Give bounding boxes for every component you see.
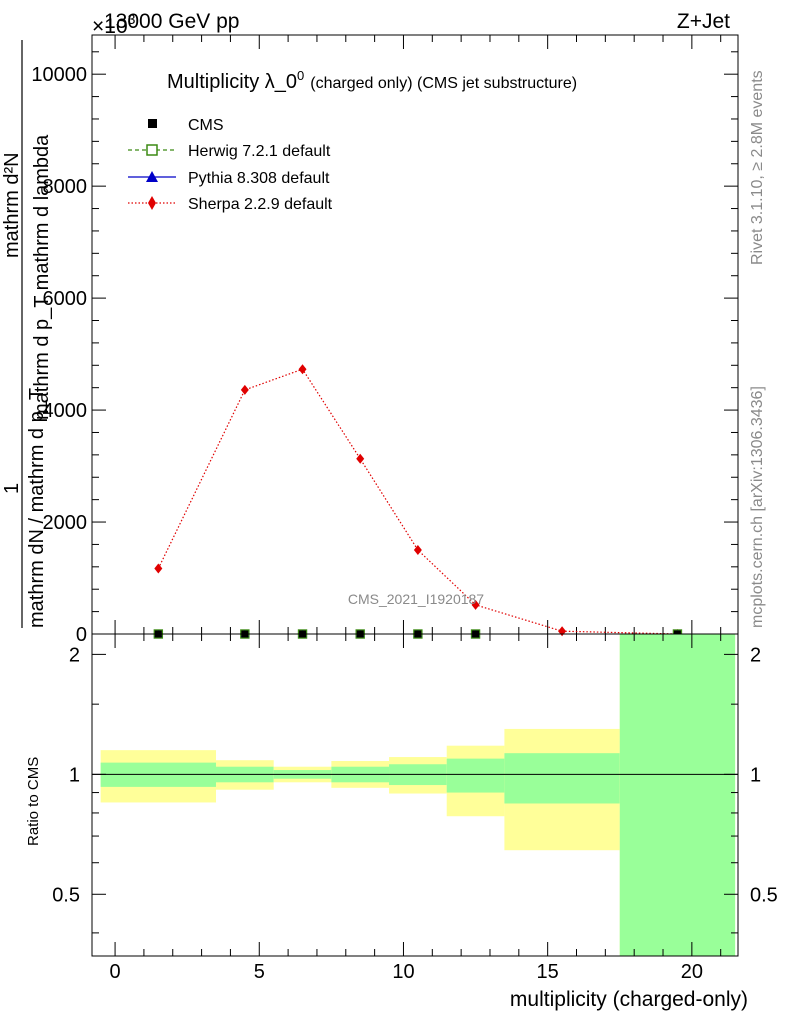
- legend-herwig-marker: [146, 144, 158, 156]
- sherpa-point: [154, 563, 163, 574]
- energy-label: 13000 GeV pp: [104, 10, 239, 33]
- x-tick-label: 20: [681, 961, 703, 983]
- chart-title-sup: 0: [297, 68, 304, 83]
- legend-entry-herwig: Herwig 7.2.1 default: [128, 143, 331, 160]
- sherpa-point: [558, 626, 567, 637]
- legend-pythia-label: Pythia 8.308 default: [188, 170, 330, 187]
- main-y-tick-label: 4000: [43, 400, 88, 422]
- x-axis-label: multiplicity (charged-only): [510, 988, 748, 1011]
- legend-herwig-label: Herwig 7.2.1 default: [188, 143, 331, 160]
- x-tick-label: 5: [254, 961, 265, 983]
- legend-entry-pythia: Pythia 8.308 default: [128, 170, 330, 187]
- ratio-y-tick-label-right: 2: [750, 644, 761, 666]
- sherpa-point: [413, 545, 422, 556]
- ratio-ticks: 0.5 0.51 12 20 5 10 15 20: [52, 634, 778, 983]
- y-label-frac-num: 1: [1, 483, 23, 494]
- chart-title-rest: (charged only) (CMS jet substructure): [310, 75, 577, 92]
- main-y-tick-label: 2000: [43, 512, 88, 534]
- ratio-inner-band: [504, 753, 620, 804]
- exponent-label: ×103: [92, 11, 136, 38]
- y-label-line2: mathrm d p_T mathrm d lambda: [31, 134, 53, 420]
- main-y-tick-label: 6000: [43, 288, 88, 310]
- ratio-bands: [100, 634, 736, 956]
- mcplots-label: mcplots.cern.ch [arXiv:1306.3436]: [749, 386, 766, 628]
- legend-pythia-marker: [146, 171, 158, 182]
- legend-cms-label: CMS: [188, 117, 224, 134]
- legend-entry-sherpa: Sherpa 2.2.9 default: [128, 196, 333, 213]
- y-label-frac-den: mathrm dN / mathrm d p_T: [26, 388, 48, 628]
- watermark: CMS_2021_I1920187: [348, 591, 484, 607]
- main-panel: 0 2000 4000 6000 8000 10000 CMS_2021_I1920187…: [31, 34, 739, 646]
- main-y-tick-label: 0: [76, 624, 87, 646]
- ratio-inner-band: [446, 758, 505, 793]
- main-y-tick-label: 8000: [43, 176, 88, 198]
- rivet-label: Rivet 3.1.10, ≥ 2.8M events: [749, 70, 766, 265]
- legend: CMS Herwig 7.2.1 default Pythia 8.308 de…: [128, 117, 333, 213]
- sherpa-point: [240, 384, 249, 395]
- ratio-y-tick-label: 1: [69, 764, 80, 786]
- sherpa-point: [298, 364, 307, 375]
- y-label-line1: mathrm d²N: [1, 152, 23, 258]
- main-y-axis-label: mathrm d²N mathrm d p_T mathrm d lambda …: [1, 40, 53, 628]
- ratio-y-tick-label: 0.5: [52, 884, 80, 906]
- ratio-y-label: Ratio to CMS: [25, 757, 42, 846]
- chart-title-main: Multiplicity λ_0: [167, 71, 297, 93]
- sherpa-line: [157, 368, 678, 635]
- ratio-y-tick-label-right: 0.5: [750, 884, 778, 906]
- ratio-y-tick-label-right: 1: [750, 764, 761, 786]
- legend-sherpa-label: Sherpa 2.2.9 default: [188, 196, 333, 213]
- ratio-y-tick-label: 2: [69, 644, 80, 666]
- legend-entry-cms: CMS: [148, 117, 224, 134]
- sherpa-point: [356, 453, 365, 464]
- legend-sherpa-marker: [148, 196, 156, 210]
- main-y-tick-label: 10000: [31, 64, 87, 86]
- ratio-frame: [91, 633, 739, 957]
- chart-title: Multiplicity λ_00 (charged only) (CMS jet…: [167, 68, 577, 93]
- x-tick-label: 0: [110, 961, 121, 983]
- exponent-power: 3: [128, 11, 136, 27]
- main-ticks: 0 2000 4000 6000 8000 10000: [31, 35, 738, 646]
- ratio-inner-band: [619, 634, 736, 956]
- legend-cms-marker: [148, 119, 157, 128]
- x-tick-label: 15: [537, 961, 559, 983]
- x-tick-label: 10: [392, 961, 414, 983]
- sherpa-point: [471, 599, 480, 610]
- process-label: Z+Jet: [677, 10, 730, 33]
- ratio-panel: 0.5 0.51 12 20 5 10 15 20 Ratio to CMS multipli…: [25, 633, 778, 1011]
